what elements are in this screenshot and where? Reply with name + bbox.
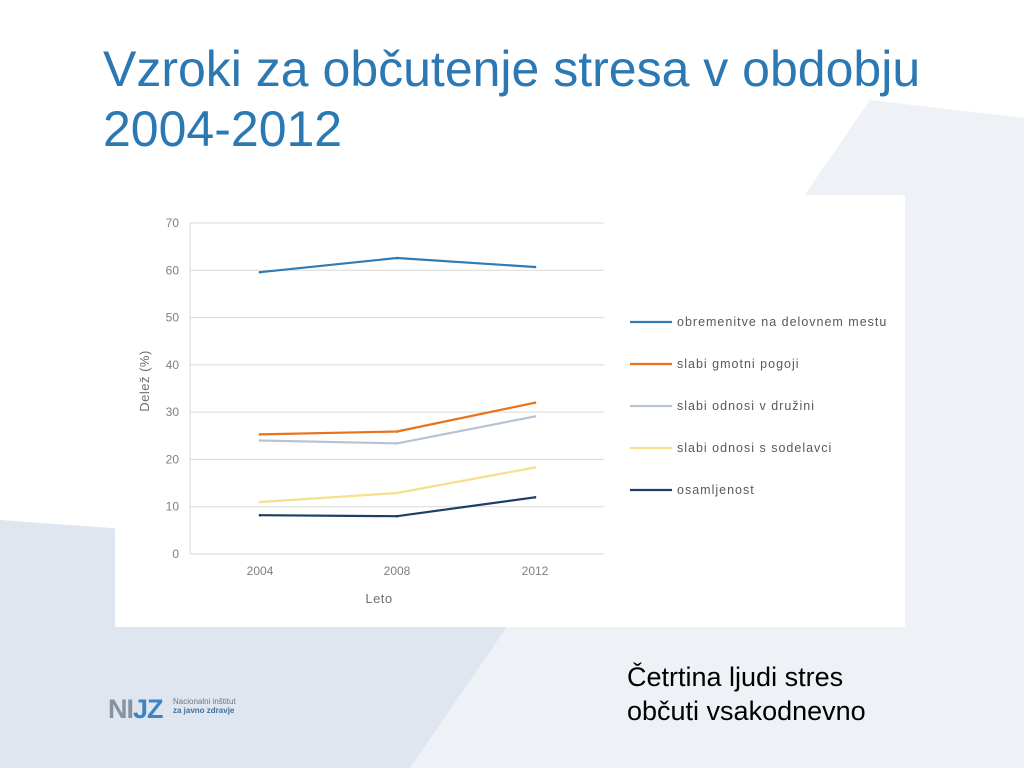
x-tick-label: 2004 bbox=[247, 564, 274, 578]
logo-mark: NIJZ bbox=[108, 693, 163, 725]
data-point bbox=[395, 442, 399, 445]
y-tick-label: 0 bbox=[172, 547, 179, 561]
x-tick-label: 2012 bbox=[522, 564, 549, 578]
data-point bbox=[533, 415, 537, 418]
legend-label: slabi gmotni pogoji bbox=[677, 357, 800, 371]
series-line-3 bbox=[258, 415, 537, 445]
data-point bbox=[533, 401, 537, 404]
y-tick-label: 50 bbox=[166, 311, 180, 325]
legend-label: slabi odnosi v družini bbox=[677, 399, 815, 413]
y-tick-label: 60 bbox=[166, 263, 180, 277]
slide-title: Vzroki za občutenje stresa v obdobju 200… bbox=[103, 41, 921, 157]
y-tick-label: 70 bbox=[166, 216, 180, 230]
line-chart: 0 10 20 30 40 50 60 70 2004 2008 2012 Leto Delež (%)… bbox=[137, 216, 887, 606]
logo-text-line2: za javno zdravje bbox=[173, 706, 235, 715]
logo-text: Nacionalni inštitut za javno zdravje bbox=[173, 697, 268, 715]
data-point bbox=[258, 270, 262, 274]
legend-label: slabi odnosi s sodelavci bbox=[677, 441, 832, 455]
series-line-4 bbox=[258, 466, 537, 504]
data-point bbox=[395, 491, 399, 495]
data-point bbox=[395, 256, 399, 260]
slide-note: Četrtina ljudi stres občuti vsakodnevno bbox=[627, 662, 866, 726]
data-point bbox=[395, 514, 399, 518]
y-tick-label: 30 bbox=[166, 405, 180, 419]
logo-mark-jz: JZ bbox=[133, 694, 163, 724]
data-point bbox=[395, 430, 399, 433]
legend-label: osamljenost bbox=[677, 483, 755, 497]
data-point bbox=[258, 500, 262, 504]
data-point bbox=[533, 265, 537, 269]
y-axis-label: Delež (%) bbox=[137, 350, 152, 412]
series-line-2 bbox=[258, 401, 537, 436]
data-point bbox=[258, 439, 262, 442]
data-point bbox=[533, 496, 537, 499]
y-tick-label: 20 bbox=[166, 452, 180, 466]
x-axis-label: Leto bbox=[365, 591, 392, 606]
chart-panel: 0 10 20 30 40 50 60 70 2004 2008 2012 Leto Delež (%)… bbox=[115, 195, 905, 627]
nijz-logo: NIJZ Nacionalni inštitut za javno zdravj… bbox=[108, 693, 268, 727]
legend-label: obremenitve na delovnem mestu bbox=[677, 315, 887, 329]
logo-text-line1: Nacionalni inštitut bbox=[173, 697, 236, 706]
data-point bbox=[533, 466, 537, 469]
data-point bbox=[258, 433, 262, 436]
data-point bbox=[258, 513, 262, 517]
logo-mark-ni: NI bbox=[108, 694, 134, 724]
y-tick-label: 40 bbox=[166, 358, 180, 372]
y-tick-label: 10 bbox=[166, 500, 180, 514]
x-tick-label: 2008 bbox=[384, 564, 411, 578]
